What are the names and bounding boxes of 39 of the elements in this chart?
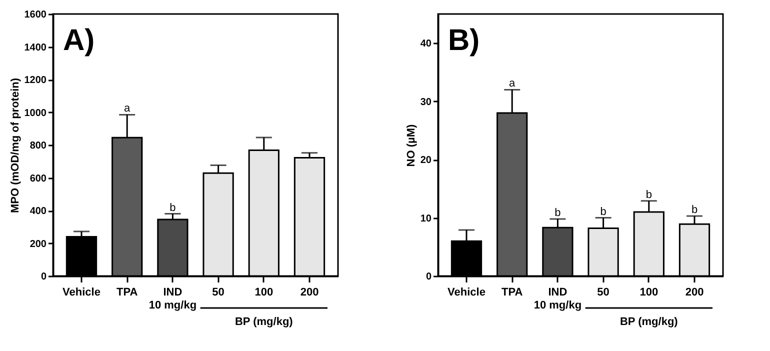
annotation: b [554,206,561,219]
y-tick-label: 0 [426,272,432,282]
annotation: a [509,78,516,90]
x-tick-label: IND 10 mg/kg [148,286,197,312]
x-tick-label: 50 [597,286,610,298]
annotation: b [600,206,606,218]
y-tick-label: 400 [30,206,47,217]
text: BP (mg/kg) [234,316,294,328]
x-tick-label: Vehicle [448,286,486,298]
y-tick-label: 600 [30,173,47,184]
x-tick-label: IND 10 mg/kg [534,286,582,312]
y-tick-label: 30 [420,96,432,108]
y-tick-label: 0 [40,272,47,282]
annotation: a [124,102,132,115]
y-tick-label: 1400 [24,42,47,54]
y-axis-title: MPO (mOD/mg of protein) [9,78,22,214]
annotation: b [646,188,652,201]
x-tick-label: 100 [640,286,658,298]
chart-title: A) [63,24,95,57]
y-tick-label: 1000 [24,108,47,119]
x-tick-label: TPA [502,286,523,298]
annotation: b [170,202,176,214]
x-tick-label: 100 [254,286,274,298]
y-tick-label: 40 [420,38,432,50]
annotation: b [691,204,698,216]
y-tick-label: 200 [30,238,47,250]
y-tick-label: 800 [30,140,47,152]
y-tick-label: 10 [420,213,432,224]
y-tick-label: 20 [420,155,432,166]
x-tick-label: Vehicle [62,286,100,298]
x-tick-label: 50 [212,286,224,298]
chart-title: B) [448,24,480,57]
y-axis-title: NO (µM) [405,124,418,167]
y-tick-label: 1600 [24,10,47,20]
x-tick-label: TPA [116,286,138,298]
x-tick-label: 200 [300,286,319,298]
text: BP (mg/kg) [620,316,678,328]
x-tick-label: 200 [685,286,704,298]
y-tick-label: 1200 [24,75,47,86]
